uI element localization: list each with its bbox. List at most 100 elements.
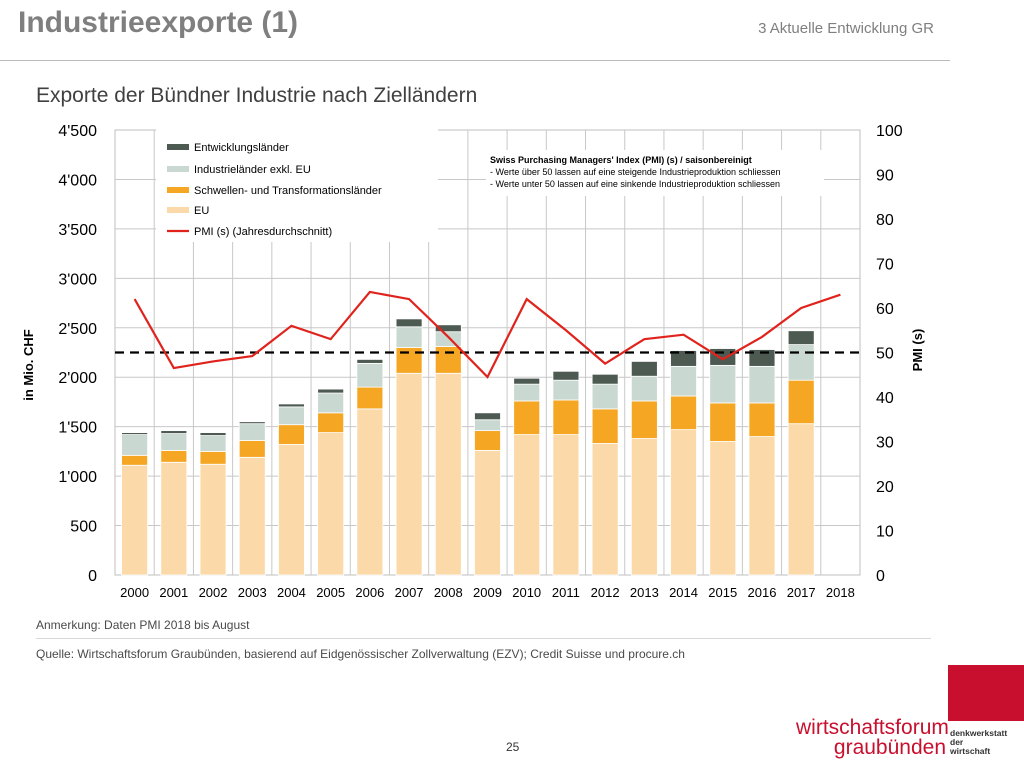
x-tick-label: 2009 bbox=[473, 585, 502, 600]
bar-segment-industrie bbox=[395, 326, 423, 348]
bar-segment-industrie bbox=[670, 365, 697, 397]
bar-segment-eu bbox=[199, 463, 227, 576]
bar-segment-industrie bbox=[709, 364, 737, 404]
bar-segment-industrie bbox=[356, 362, 384, 388]
y-tick-label: 3'000 bbox=[58, 271, 97, 288]
y2-tick-label: 20 bbox=[876, 479, 894, 496]
bar-segment-entwicklung bbox=[670, 350, 697, 367]
y2-axis-label: PMI (s) bbox=[910, 329, 925, 372]
brand-line-2: graubünden bbox=[833, 736, 946, 759]
bar-segment-entwicklung bbox=[630, 360, 658, 377]
legend-label-entwicklung: Entwicklungsländer bbox=[194, 142, 289, 154]
bar-segment-eu bbox=[278, 444, 305, 576]
slide-title: Industrieexporte (1) bbox=[18, 6, 299, 39]
right-axis-ticks: 0 10 20 30 40 50 60 70 80 90 100 bbox=[876, 123, 903, 585]
y2-tick-label: 40 bbox=[876, 390, 894, 407]
note-quelle: Quelle: Wirtschaftsforum Graubünden, bas… bbox=[36, 647, 685, 661]
chart-title: Exporte der Bündner Industrie nach Ziell… bbox=[36, 84, 478, 107]
bar-segment-industrie bbox=[630, 375, 658, 402]
export-chart: 05001'0001'5002'0002'5003'0003'5004'0004… bbox=[21, 123, 925, 600]
bar-segment-eu bbox=[434, 372, 462, 576]
bar-segment-entwicklung bbox=[709, 348, 737, 366]
bar-segment-entwicklung bbox=[160, 430, 188, 434]
bar-segment-schwellen bbox=[630, 400, 658, 439]
bar-segment-industrie bbox=[591, 383, 619, 410]
section-label: 3 Aktuelle Entwicklung GR bbox=[758, 20, 934, 37]
bar-segment-schwellen bbox=[709, 402, 737, 442]
bar-segment-industrie bbox=[513, 383, 541, 402]
tagline-line-3: wirtschaft bbox=[950, 746, 991, 756]
bar-segment-schwellen bbox=[160, 449, 188, 463]
bar-segment-industrie bbox=[787, 344, 815, 381]
tagline-line-2: der bbox=[950, 737, 964, 747]
y-tick-label: 1'500 bbox=[58, 420, 97, 437]
legend-label-industrie: Industrieländer exkl. EU bbox=[194, 164, 311, 176]
y-tick-label: 4'000 bbox=[58, 172, 97, 189]
x-tick-label: 2010 bbox=[512, 585, 541, 600]
bar-segment-eu bbox=[160, 461, 188, 576]
x-tick-label: 2017 bbox=[787, 585, 816, 600]
bar-segment-eu bbox=[591, 443, 619, 576]
bar-segment-entwicklung bbox=[238, 421, 266, 425]
bar-segment-eu bbox=[121, 464, 149, 576]
legend-label-pmi: PMI (s) (Jahresdurchschnitt) bbox=[194, 226, 332, 238]
bar-segment-schwellen bbox=[591, 408, 619, 444]
bar-segment-schwellen bbox=[199, 450, 227, 465]
bar-segment-eu bbox=[238, 456, 266, 576]
x-tick-label: 2018 bbox=[826, 585, 855, 600]
bar-segment-schwellen bbox=[513, 400, 541, 435]
x-tick-label: 2002 bbox=[199, 585, 228, 600]
brand-line-1: wirtschaftsforum bbox=[796, 716, 949, 739]
bar-segment-schwellen bbox=[787, 379, 815, 425]
bar-segment-entwicklung bbox=[591, 373, 619, 385]
bar-segment-schwellen bbox=[121, 454, 149, 466]
bar-segment-entwicklung bbox=[278, 403, 305, 408]
y2-tick-label: 30 bbox=[876, 435, 894, 452]
bar-segment-eu bbox=[474, 449, 501, 576]
x-tick-label: 2014 bbox=[669, 585, 698, 600]
y-tick-label: 1'000 bbox=[58, 469, 97, 486]
bar-segment-entwicklung bbox=[356, 359, 384, 364]
bar-segment-eu bbox=[787, 423, 815, 576]
x-tick-label: 2003 bbox=[238, 585, 267, 600]
bar-segment-industrie bbox=[199, 435, 227, 452]
pmi-info-line2: - Werte unter 50 lassen auf eine sinkend… bbox=[490, 179, 780, 189]
bar-segment-entwicklung bbox=[199, 432, 227, 436]
y2-tick-label: 0 bbox=[876, 568, 885, 585]
y-tick-label: 500 bbox=[70, 519, 97, 536]
bar-segment-schwellen bbox=[278, 424, 305, 445]
bar-segment-industrie bbox=[434, 331, 462, 347]
x-tick-label: 2004 bbox=[277, 585, 306, 600]
x-tick-label: 2012 bbox=[591, 585, 620, 600]
bar-segment-industrie bbox=[552, 379, 580, 401]
bar-segment-entwicklung bbox=[395, 318, 423, 328]
y-axis-label: in Mio. CHF bbox=[21, 329, 36, 401]
note-anmerkung: Anmerkung: Daten PMI 2018 bis August bbox=[36, 618, 250, 632]
y2-tick-label: 80 bbox=[876, 212, 894, 229]
x-tick-label: 2001 bbox=[159, 585, 188, 600]
bar-segment-eu bbox=[552, 434, 580, 576]
left-axis-ticks: 0 500 1'000 1'500 2'000 2'500 3'000 3'500 4'000 4… bbox=[58, 123, 97, 585]
bar-segment-schwellen bbox=[552, 399, 580, 435]
bar-segment-eu bbox=[630, 438, 658, 576]
y-tick-label: 0 bbox=[88, 568, 97, 585]
y-tick-label: 4'500 bbox=[58, 123, 97, 140]
bar-segment-entwicklung bbox=[121, 432, 149, 435]
bar-segment-schwellen bbox=[317, 412, 345, 434]
bar-segment-entwicklung bbox=[434, 324, 462, 333]
x-tick-label: 2015 bbox=[708, 585, 737, 600]
bar-segment-eu bbox=[317, 432, 345, 576]
chart-bars bbox=[121, 318, 815, 576]
x-tick-label: 2005 bbox=[316, 585, 345, 600]
bar-segment-schwellen bbox=[434, 346, 462, 374]
tagline-line-1: denkwerkstatt bbox=[950, 728, 1008, 738]
bar-segment-industrie bbox=[474, 419, 501, 432]
pmi-info-title: Swiss Purchasing Managers' Index (PMI) (… bbox=[490, 155, 752, 165]
bar-segment-entwicklung bbox=[787, 330, 815, 345]
legend-label-schwellen: Schwellen- und Transformationsländer bbox=[194, 185, 382, 197]
note-divider bbox=[36, 638, 931, 639]
bar-segment-industrie bbox=[317, 392, 345, 414]
bar-segment-entwicklung bbox=[552, 370, 580, 381]
y2-tick-label: 10 bbox=[876, 524, 894, 541]
bar-segment-schwellen bbox=[356, 386, 384, 410]
